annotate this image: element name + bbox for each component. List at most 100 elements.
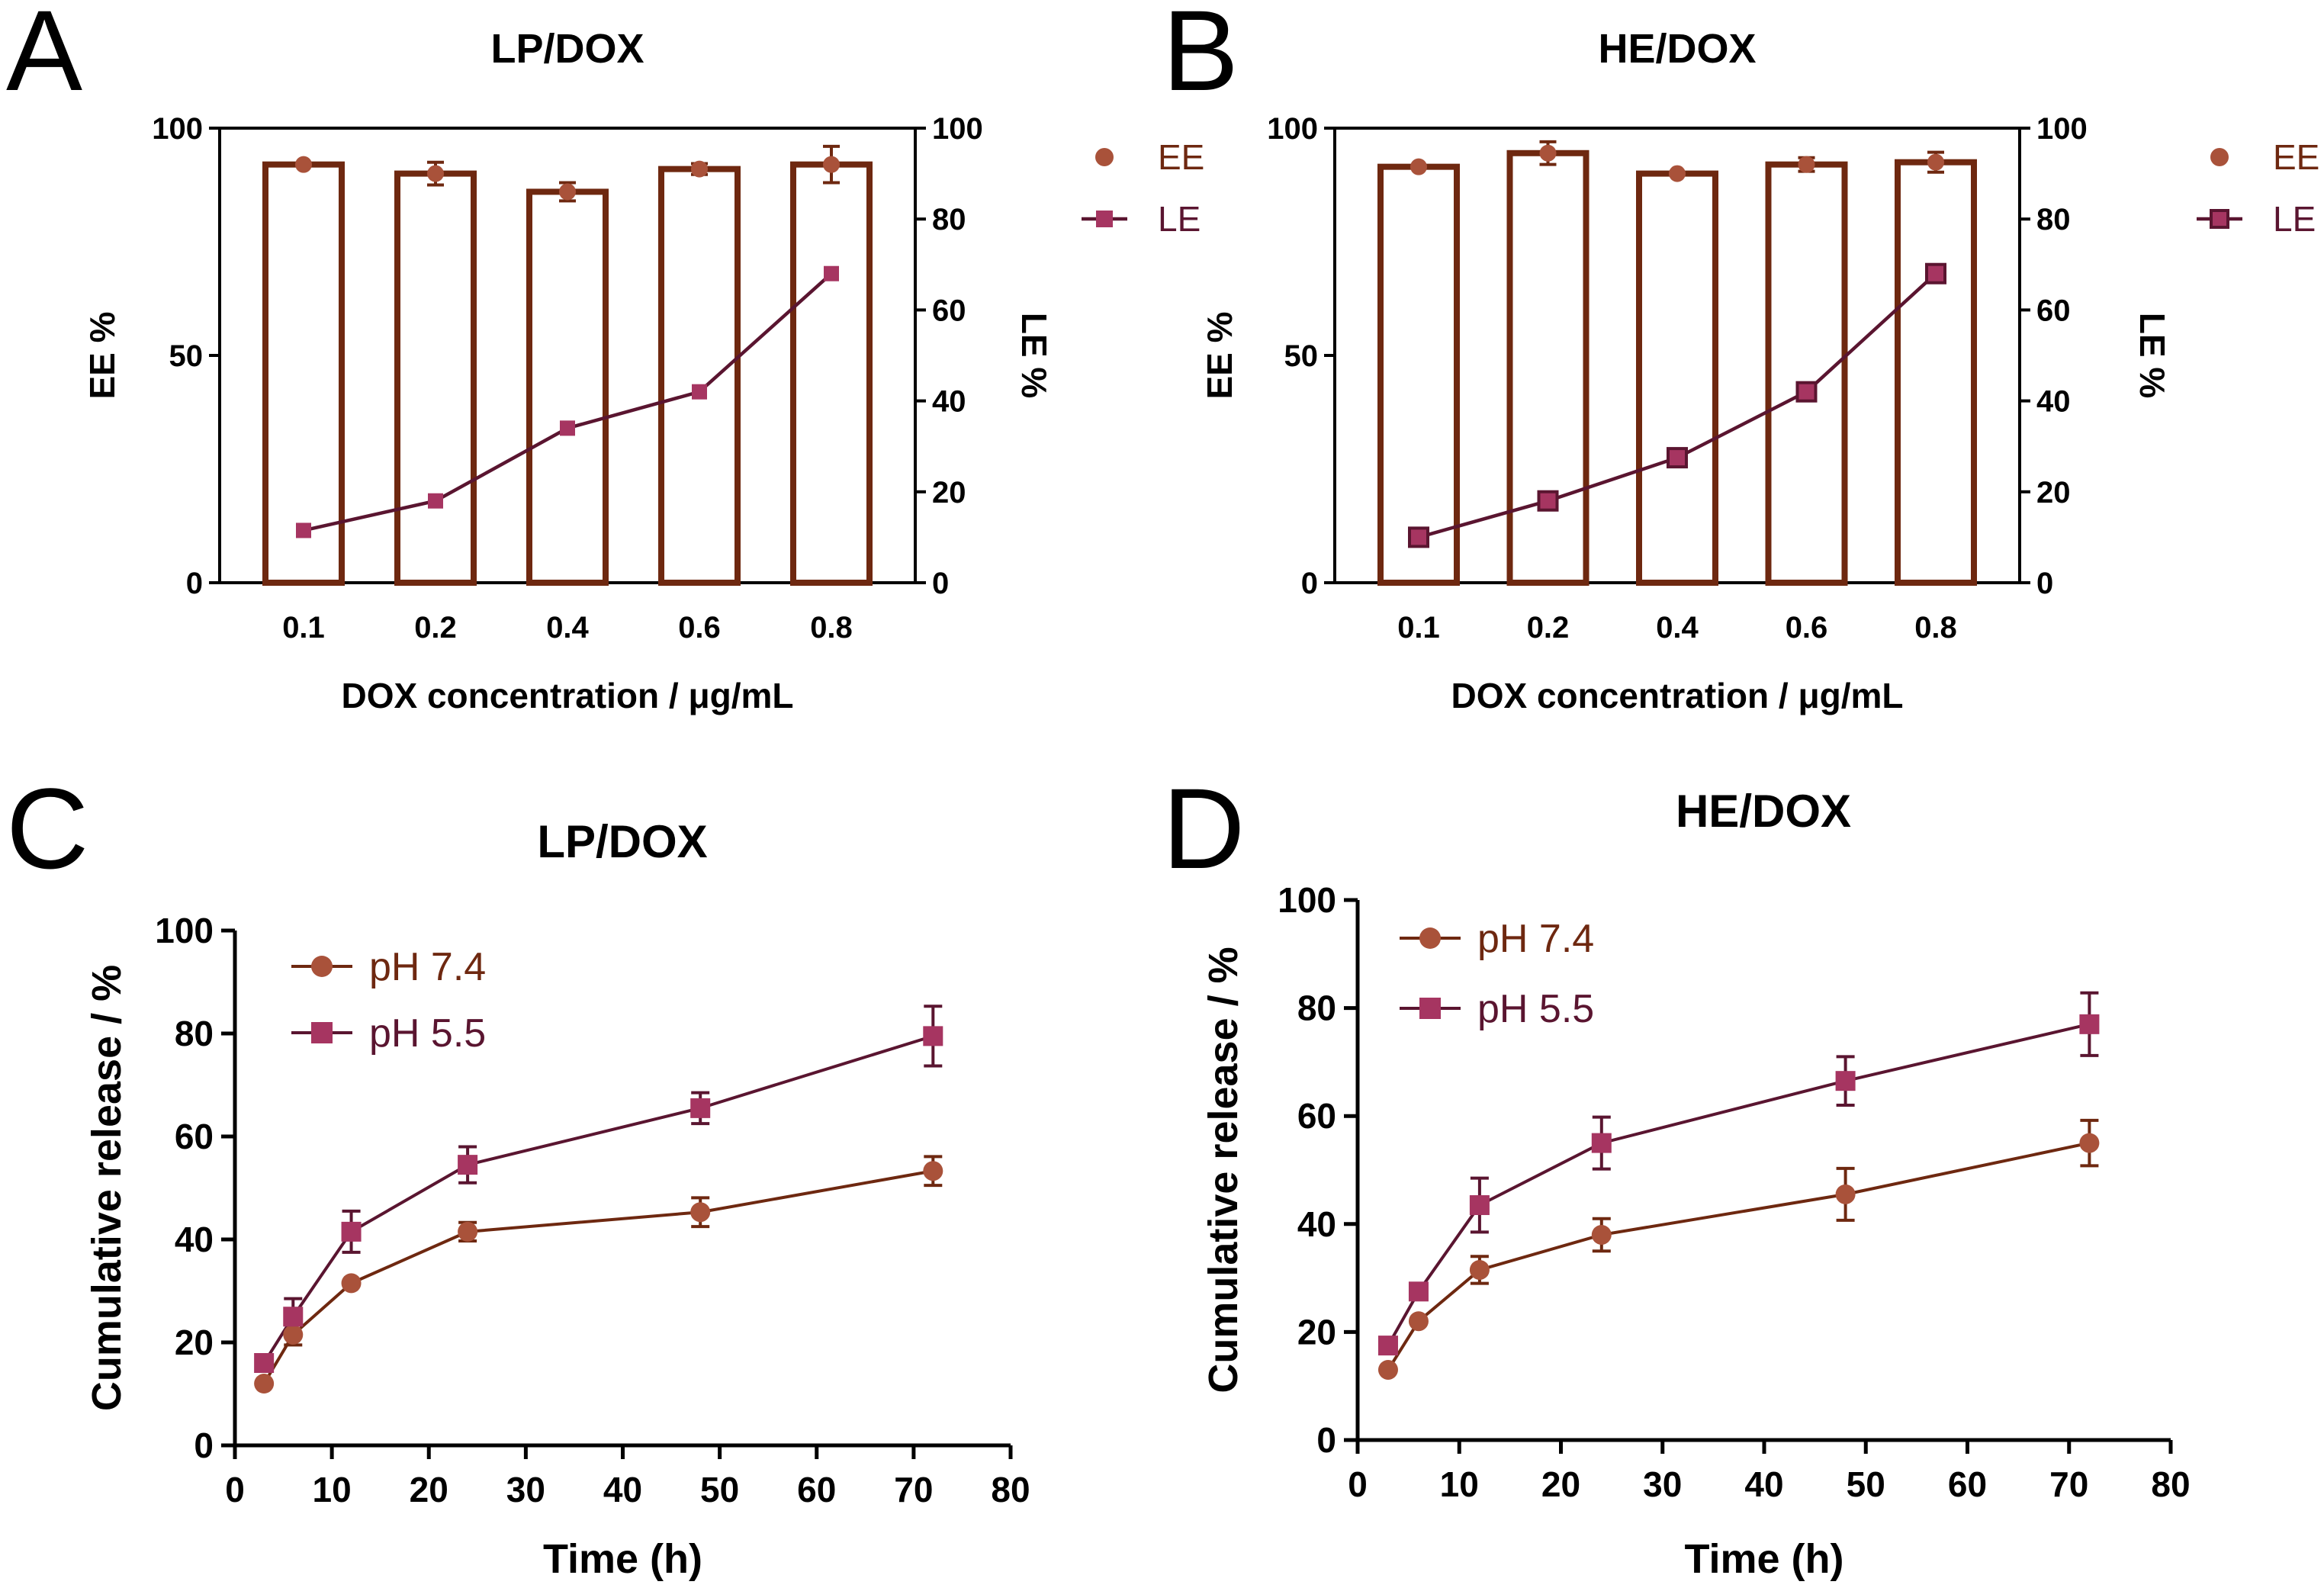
x-tick-label: 0.8 (1914, 611, 1957, 645)
y-tick-label-right: 20 (2036, 476, 2071, 510)
le-point (1667, 447, 1688, 469)
legend-label-ph55: pH 5.5 (1477, 987, 1594, 1031)
panel-d-chart: HE/DOX 0 20 40 60 80 100 0 10 20 30 40 50 60 70 80 Time … (1201, 786, 2191, 1582)
x-tick-label: 0 (1348, 1464, 1368, 1504)
le-line (303, 272, 833, 532)
legend-marker-le (1096, 211, 1113, 227)
ph55-point (1377, 1336, 1398, 1356)
legend-label-ee: EE (1158, 137, 1204, 177)
ee-point (823, 156, 840, 173)
y-axis-label-right: LE % (1014, 313, 1054, 398)
ph55-point (2079, 1014, 2100, 1034)
ee-point (559, 183, 576, 201)
ph55-point (690, 1098, 711, 1118)
x-axis-label: DOX concentration / μg/mL (1451, 676, 1904, 715)
ph74-line (262, 1169, 934, 1385)
ph55-point (341, 1221, 362, 1242)
x-tick-label: 0 (225, 1470, 245, 1509)
x-tick-label: 10 (313, 1470, 352, 1509)
le-point (824, 265, 839, 281)
ph74-point (690, 1202, 711, 1223)
ee-point (1927, 153, 1944, 171)
legend-marker-ph74 (1419, 927, 1441, 949)
le-point (1795, 381, 1818, 403)
ph74-point (1835, 1184, 1856, 1204)
y-tick-label: 0 (194, 1426, 214, 1465)
chart-title: HE/DOX (1676, 786, 1851, 837)
y-axis-label-right: LE % (2133, 313, 2172, 398)
y-tick-label-right: 60 (2036, 294, 2071, 327)
ee-bar (1636, 170, 1718, 587)
ph55-point (923, 1026, 943, 1046)
ee-bar (262, 161, 345, 586)
x-axis-label: DOX concentration / μg/mL (342, 676, 794, 715)
x-tick-label: 0.1 (1397, 611, 1440, 645)
y-tick-label: 40 (175, 1220, 214, 1259)
x-tick-label: 30 (1643, 1464, 1682, 1504)
legend-label-ph74: pH 7.4 (1477, 917, 1594, 961)
ph55-point (254, 1353, 275, 1373)
y-tick-label: 20 (1297, 1312, 1336, 1352)
x-tick-label: 60 (1948, 1464, 1987, 1504)
ee-point (427, 165, 444, 182)
y-tick-label: 60 (175, 1117, 214, 1156)
legend-marker-ph74 (311, 956, 333, 977)
y-tick-label: 40 (1297, 1204, 1336, 1244)
y-tick-label-right: 80 (2036, 203, 2071, 236)
ph74-point (2079, 1133, 2100, 1153)
ph74-point (1591, 1224, 1612, 1245)
x-axis-label: Time (h) (543, 1536, 702, 1582)
y-tick-label-right: 40 (932, 385, 966, 419)
x-tick-label: 0.8 (810, 611, 853, 645)
x-tick-label: 0.1 (282, 611, 325, 645)
le-point (296, 522, 311, 538)
y-axis-label-left: EE % (82, 311, 122, 399)
ee-bar (658, 166, 741, 586)
y-tick-label-right: 60 (932, 294, 966, 327)
ph74-point (283, 1324, 304, 1345)
x-tick-label: 0.2 (1527, 611, 1570, 645)
x-tick-label: 60 (797, 1470, 836, 1509)
y-tick-label-left: 0 (1301, 567, 1318, 600)
x-tick-label: 80 (991, 1470, 1030, 1509)
y-tick-label-right: 100 (2036, 112, 2088, 146)
le-point (560, 420, 575, 436)
ee-bar (790, 161, 873, 586)
ph55-point (1591, 1133, 1612, 1153)
y-tick-label-right: 0 (2036, 567, 2053, 600)
ph55-point (1469, 1195, 1490, 1216)
ph74-point (341, 1273, 362, 1294)
panel-c-chart: LP/DOX 0 20 40 60 80 100 0 10 20 30 40 50 60 70 80 Time … (84, 816, 1030, 1582)
ee-bar (1895, 159, 1977, 586)
y-tick-label: 80 (175, 1014, 214, 1053)
ee-bar (1506, 149, 1590, 586)
x-tick-label: 20 (1541, 1464, 1580, 1504)
legend-marker-ee (2210, 148, 2229, 166)
ph55-point (458, 1155, 478, 1175)
ph55-line (1387, 1022, 2090, 1347)
y-tick-label-left: 50 (1284, 339, 1319, 373)
x-tick-label: 70 (2049, 1464, 2088, 1504)
le-point (428, 493, 443, 509)
legend-label-le: LE (1158, 199, 1201, 239)
ee-point (1669, 165, 1686, 182)
ph74-point (1408, 1311, 1429, 1332)
x-axis-label: Time (h) (1684, 1536, 1843, 1582)
ph55-point (1835, 1071, 1856, 1091)
y-tick-label-right: 20 (932, 476, 966, 510)
y-axis-label: Cumulative release / % (84, 965, 130, 1411)
y-tick-label-left: 100 (152, 112, 203, 146)
le-point (692, 384, 707, 400)
chart-title: HE/DOX (1598, 26, 1756, 72)
ee-point (1798, 156, 1815, 173)
y-tick-label: 80 (1297, 988, 1336, 1028)
ee-point (691, 160, 708, 178)
x-tick-label: 70 (894, 1470, 933, 1509)
ph55-point (283, 1307, 304, 1327)
y-tick-label-right: 100 (932, 112, 983, 146)
x-tick-label: 40 (603, 1470, 642, 1509)
ph74-line (1387, 1141, 2090, 1371)
legend-marker-ee (1095, 148, 1114, 166)
x-tick-label: 20 (410, 1470, 448, 1509)
